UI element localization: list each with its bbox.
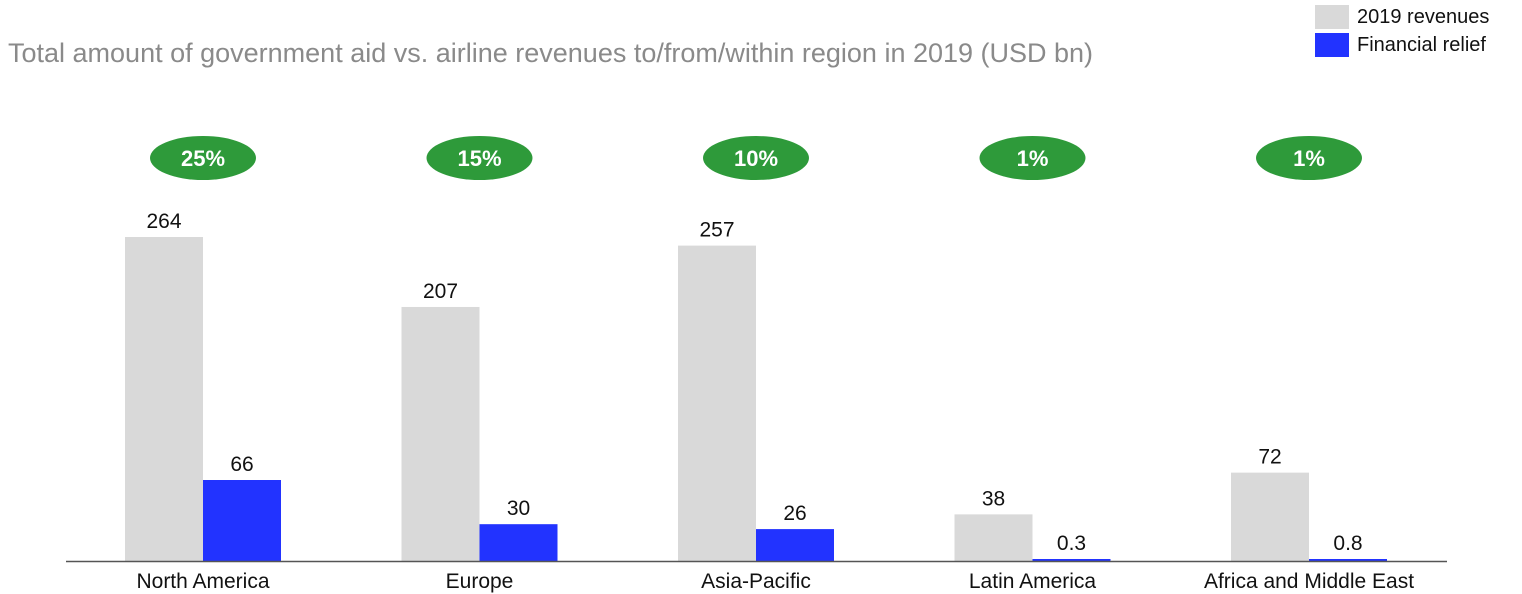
x-tick-label-latin-america: Latin America <box>969 570 1097 593</box>
percent-badge-label-north-america: 25% <box>181 146 225 171</box>
legend-item-revenues: 2019 revenues <box>1315 3 1515 31</box>
bar-financial-relief-africa-and-middle-east <box>1309 559 1387 561</box>
x-tick-label-asia-pacific: Asia-Pacific <box>701 570 811 593</box>
data-label-financial-relief-europe: 30 <box>507 497 530 520</box>
legend: 2019 revenues Financial relief <box>1315 3 1515 59</box>
data-label-financial-relief-africa-and-middle-east: 0.8 <box>1333 532 1362 555</box>
percent-badge-europe <box>426 136 533 180</box>
bar-2019-revenues-asia-pacific <box>678 245 756 561</box>
x-tick-label-north-america: North America <box>136 570 269 593</box>
data-label-financial-relief-north-america: 66 <box>230 453 253 476</box>
legend-item-financial-relief: Financial relief <box>1315 31 1515 59</box>
percent-badge-label-asia-pacific: 10% <box>734 146 778 171</box>
bar-2019-revenues-africa-and-middle-east <box>1231 472 1309 561</box>
data-label-financial-relief-asia-pacific: 26 <box>783 502 806 525</box>
data-label-2019-revenues-africa-and-middle-east: 72 <box>1258 446 1281 469</box>
legend-label-financial-relief: Financial relief <box>1357 33 1486 56</box>
bar-2019-revenues-latin-america <box>954 514 1033 561</box>
data-label-financial-relief-latin-america: 0.3 <box>1057 532 1086 555</box>
percent-badge-label-europe: 15% <box>457 146 501 171</box>
legend-swatch-financial-relief <box>1315 33 1349 57</box>
chart-title: Total amount of government aid vs. airli… <box>8 38 1094 68</box>
percent-badge-label-africa-and-middle-east: 1% <box>1293 146 1325 171</box>
bar-financial-relief-north-america <box>203 480 281 561</box>
bar-financial-relief-europe <box>479 524 558 561</box>
bar-financial-relief-latin-america <box>1032 559 1111 561</box>
percent-badge-north-america <box>150 136 256 180</box>
legend-label-revenues: 2019 revenues <box>1357 5 1490 28</box>
data-label-2019-revenues-asia-pacific: 257 <box>699 219 734 242</box>
data-label-2019-revenues-north-america: 264 <box>146 210 181 233</box>
data-label-2019-revenues-europe: 207 <box>423 280 458 303</box>
bar-financial-relief-asia-pacific <box>756 529 834 561</box>
x-tick-label-europe: Europe <box>446 570 514 593</box>
percent-badge-asia-pacific <box>703 136 809 180</box>
percent-badge-africa-and-middle-east <box>1256 136 1362 180</box>
data-label-2019-revenues-latin-america: 38 <box>982 487 1005 510</box>
percent-badge-label-latin-america: 1% <box>1017 146 1049 171</box>
bar-2019-revenues-north-america <box>125 237 203 561</box>
bar-2019-revenues-europe <box>401 306 480 561</box>
x-tick-label-africa-and-middle-east: Africa and Middle East <box>1204 570 1414 593</box>
legend-swatch-revenues <box>1315 5 1349 29</box>
percent-badge-latin-america <box>979 136 1086 180</box>
